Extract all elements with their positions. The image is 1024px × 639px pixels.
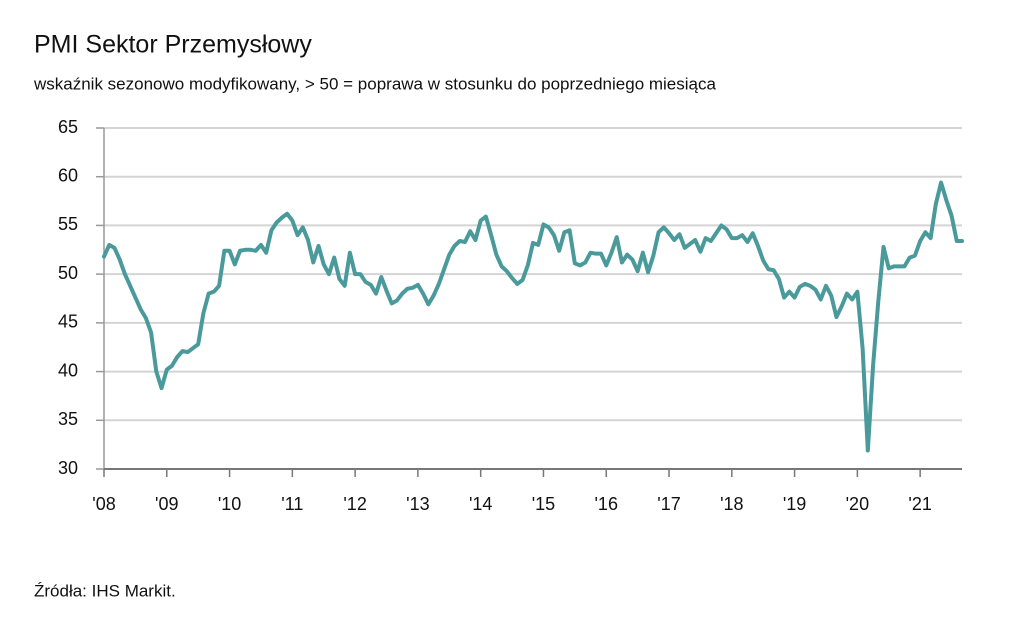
x-tick-label: '13 [406, 494, 429, 514]
pmi-line [102, 180, 964, 453]
y-tick-label: 35 [58, 409, 78, 429]
chart-title: PMI Sektor Przemysłowy [34, 31, 312, 59]
x-tick-label: '12 [343, 494, 366, 514]
y-tick-label: 45 [58, 312, 78, 332]
x-tick-label: '17 [657, 494, 680, 514]
x-tick-label: '11 [281, 494, 303, 514]
x-tick-label: '16 [595, 494, 618, 514]
y-tick-label: 60 [58, 165, 78, 185]
y-tick-label: 65 [58, 117, 78, 137]
chart-subtitle: wskaźnik sezonowo modyfikowany, > 50 = p… [33, 74, 716, 93]
source-note: Źródła: IHS Markit. [34, 581, 176, 600]
x-tick-label: '15 [532, 494, 555, 514]
x-tick-label: '08 [92, 494, 115, 514]
y-tick-label: 55 [58, 214, 78, 234]
y-tick-label: 30 [58, 458, 78, 478]
x-tick-label: '19 [783, 494, 806, 514]
y-tick-label: 50 [58, 263, 78, 283]
x-tick-label: '14 [469, 494, 492, 514]
x-tick-label: '20 [846, 494, 869, 514]
x-tick-label: '10 [218, 494, 241, 514]
x-tick-label: '18 [720, 494, 743, 514]
y-tick-label: 40 [58, 360, 78, 380]
x-tick-label: '21 [908, 494, 931, 514]
x-tick-label: '09 [155, 494, 178, 514]
